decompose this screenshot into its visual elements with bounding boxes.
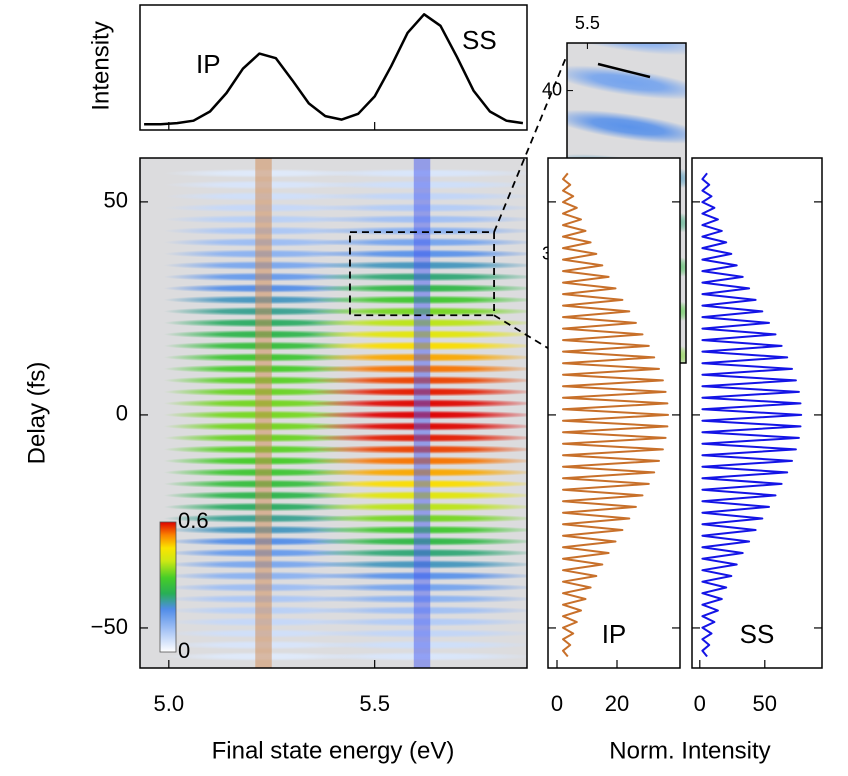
y-tick-label: −50 <box>91 614 128 639</box>
fringe <box>567 109 686 144</box>
panel-label: SS <box>740 619 775 649</box>
spectrum-line <box>144 13 524 126</box>
fringe <box>567 43 686 56</box>
panel-label: IP <box>602 619 627 649</box>
annotation: SS <box>462 25 497 55</box>
y-tick-label: 0 <box>116 401 128 426</box>
profile-line <box>562 172 669 658</box>
profile-line <box>701 172 803 658</box>
x-tick-label: 0 <box>551 691 563 716</box>
x-axis-label: Final state energy (eV) <box>212 737 455 764</box>
x-axis-label: Norm. Intensity <box>609 737 770 764</box>
y-axis-label: Delay (fs) <box>23 362 50 465</box>
y-axis-label: Intensity <box>87 21 114 110</box>
energy-window <box>413 158 431 668</box>
y-tick-label: 40 <box>542 79 562 99</box>
x-tick-label: 50 <box>753 691 777 716</box>
x-tick-label: 0 <box>694 691 706 716</box>
colorbar-label: 0 <box>178 638 190 663</box>
y-tick-label: 50 <box>104 188 128 213</box>
x-tick-label: 5.5 <box>359 691 390 716</box>
colorbar <box>159 521 177 653</box>
energy-window <box>255 158 272 668</box>
slope-line <box>597 62 651 79</box>
fringe <box>567 65 686 100</box>
colorbar-label: 0.6 <box>178 508 209 533</box>
zoom-connector <box>493 54 568 233</box>
x-tick-label: 20 <box>605 691 629 716</box>
heatmap-frame <box>139 157 528 669</box>
x-tick-label: 5.0 <box>154 691 185 716</box>
annotation: IP <box>196 49 221 79</box>
heatmap <box>163 158 527 668</box>
zoom-region <box>349 231 495 317</box>
x-tick-label: 5.5 <box>575 13 600 33</box>
